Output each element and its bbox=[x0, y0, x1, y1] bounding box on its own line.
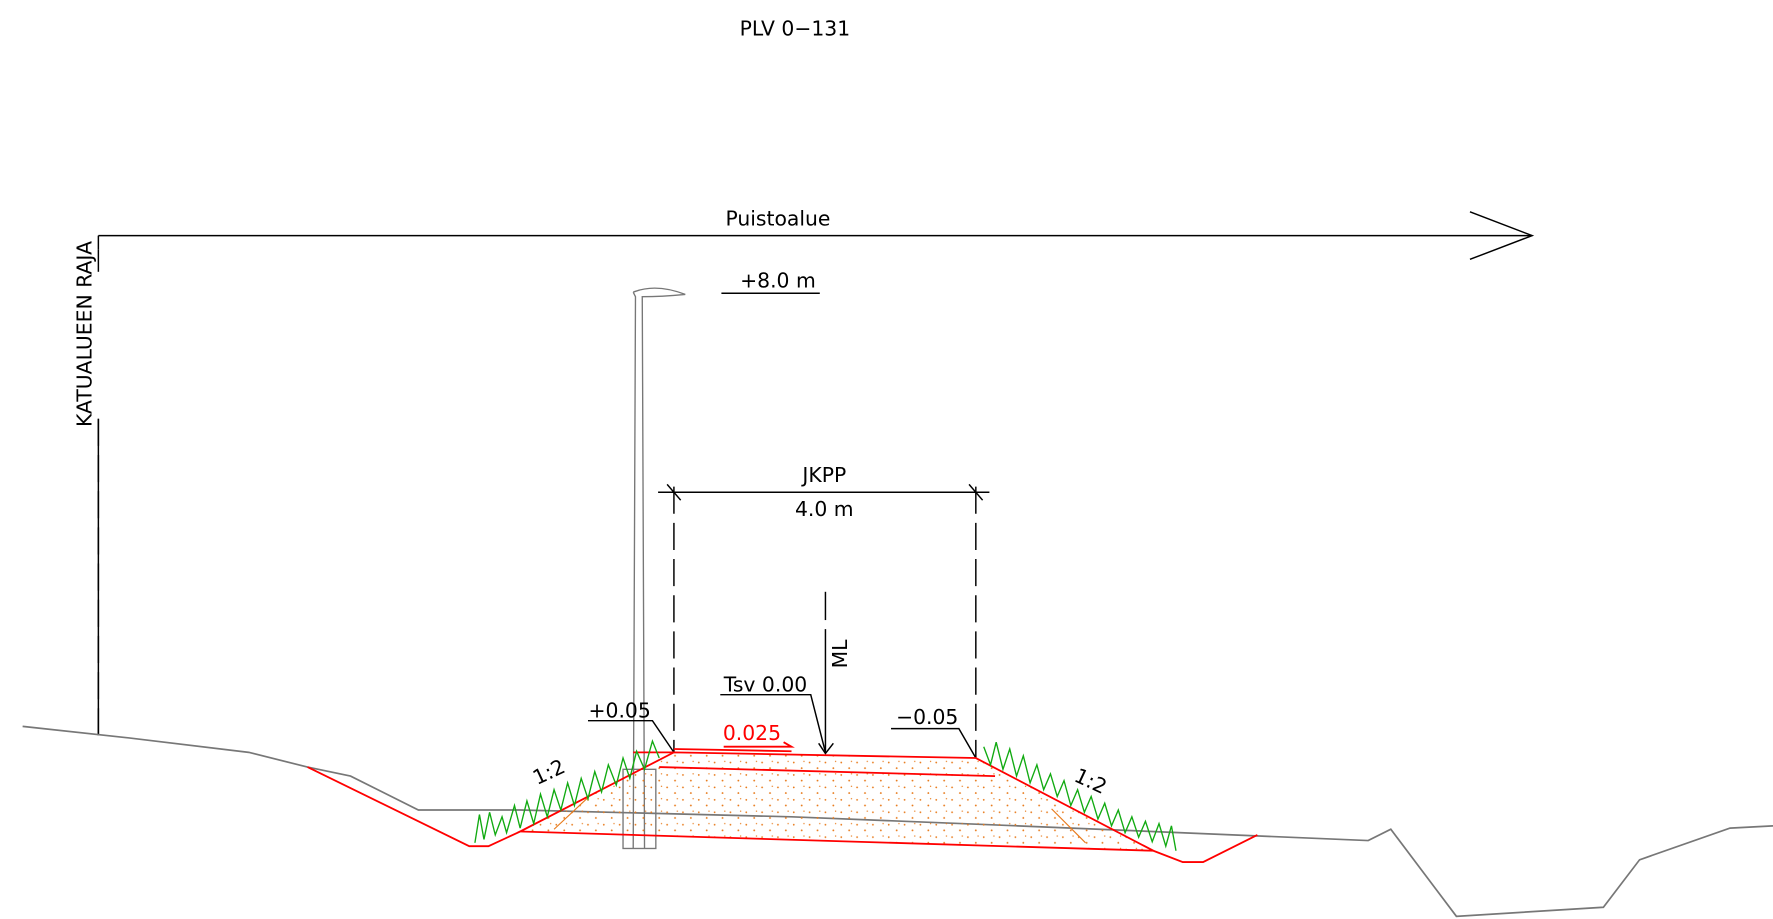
path-name: JKPP bbox=[800, 463, 846, 487]
lamp-height: +8.0 m bbox=[740, 269, 816, 293]
path-structure bbox=[307, 748, 1258, 863]
cross-slope: 0.025 bbox=[723, 721, 781, 745]
centerline-label: ML bbox=[828, 639, 852, 669]
area-label: Puistoalue bbox=[725, 206, 830, 230]
boundary-label: KATUALUEEN RAJA bbox=[73, 241, 97, 427]
top-level: Tsv 0.00 bbox=[723, 672, 807, 696]
left-level: +0.05 bbox=[588, 698, 650, 722]
right-level: −0.05 bbox=[896, 705, 958, 729]
right-slope: 1:2 bbox=[1071, 763, 1111, 799]
width-dimension bbox=[658, 483, 990, 759]
left-slope: 1:2 bbox=[529, 754, 569, 790]
grass bbox=[474, 738, 1177, 851]
path-width: 4.0 m bbox=[795, 497, 854, 521]
title: PLV 0−131 bbox=[740, 16, 851, 40]
